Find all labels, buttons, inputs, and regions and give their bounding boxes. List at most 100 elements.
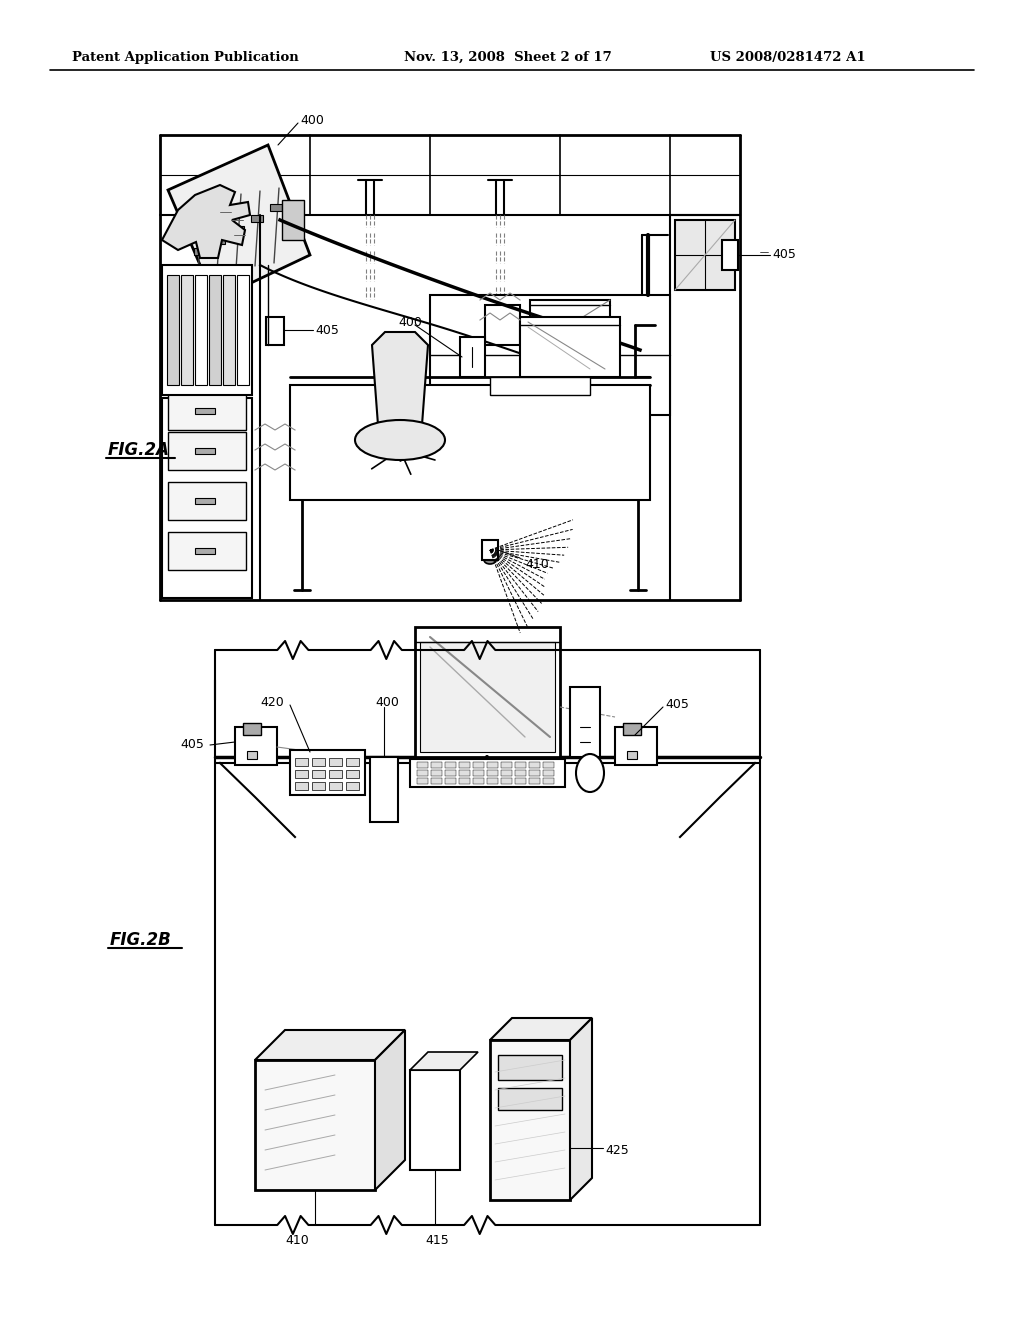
Bar: [168, 432, 246, 470]
Bar: [515, 770, 526, 776]
Bar: [195, 498, 215, 504]
Bar: [485, 305, 520, 345]
Bar: [410, 1071, 460, 1170]
Bar: [487, 770, 498, 776]
Text: Nov. 13, 2008  Sheet 2 of 17: Nov. 13, 2008 Sheet 2 of 17: [404, 50, 611, 63]
Bar: [213, 238, 225, 244]
Bar: [290, 750, 365, 795]
Bar: [460, 337, 485, 378]
Text: 415: 415: [425, 1233, 449, 1246]
Bar: [417, 770, 428, 776]
Bar: [270, 205, 282, 211]
Text: 405: 405: [665, 698, 689, 711]
Bar: [473, 777, 484, 784]
Bar: [266, 317, 284, 345]
Bar: [194, 248, 206, 255]
Bar: [529, 777, 540, 784]
Bar: [410, 759, 565, 787]
Text: 410: 410: [285, 1233, 309, 1246]
Bar: [168, 392, 246, 430]
Bar: [520, 317, 620, 378]
Bar: [722, 240, 738, 271]
Bar: [312, 781, 325, 789]
Bar: [181, 275, 193, 385]
Polygon shape: [490, 1018, 592, 1040]
Ellipse shape: [575, 754, 604, 792]
Text: Patent Application Publication: Patent Application Publication: [72, 50, 299, 63]
Bar: [232, 226, 244, 234]
Bar: [431, 777, 442, 784]
Bar: [417, 777, 428, 784]
Bar: [543, 777, 554, 784]
Bar: [543, 770, 554, 776]
Bar: [420, 642, 555, 752]
Bar: [487, 762, 498, 768]
Bar: [459, 777, 470, 784]
Bar: [482, 540, 498, 560]
Bar: [295, 781, 308, 789]
Bar: [501, 770, 512, 776]
Bar: [530, 300, 610, 350]
Bar: [312, 758, 325, 766]
Bar: [529, 762, 540, 768]
Text: 425: 425: [605, 1143, 629, 1156]
Text: 405: 405: [180, 738, 204, 751]
Bar: [329, 770, 342, 777]
Bar: [675, 220, 735, 290]
Bar: [370, 756, 398, 822]
Ellipse shape: [368, 466, 376, 471]
Polygon shape: [255, 1030, 406, 1060]
Bar: [490, 1040, 570, 1200]
Bar: [445, 762, 456, 768]
Bar: [459, 762, 470, 768]
Bar: [168, 532, 246, 570]
Bar: [501, 777, 512, 784]
Bar: [615, 727, 657, 766]
Bar: [445, 777, 456, 784]
Bar: [529, 770, 540, 776]
Bar: [251, 215, 263, 222]
Ellipse shape: [407, 444, 415, 449]
Bar: [473, 762, 484, 768]
Bar: [243, 723, 261, 735]
Bar: [195, 447, 215, 454]
Bar: [209, 275, 221, 385]
Bar: [515, 777, 526, 784]
Bar: [473, 770, 484, 776]
Text: 420: 420: [260, 696, 284, 709]
Bar: [195, 548, 215, 554]
Text: 410: 410: [525, 558, 549, 572]
Bar: [430, 294, 670, 414]
Bar: [329, 758, 342, 766]
Bar: [417, 762, 428, 768]
Bar: [445, 770, 456, 776]
Bar: [431, 770, 442, 776]
Bar: [247, 751, 257, 759]
Text: FIG.2A: FIG.2A: [108, 441, 170, 459]
Bar: [627, 751, 637, 759]
Polygon shape: [372, 333, 428, 425]
Ellipse shape: [431, 458, 439, 462]
Bar: [346, 770, 359, 777]
Polygon shape: [162, 185, 250, 257]
Text: 400: 400: [398, 317, 422, 330]
Polygon shape: [410, 1052, 478, 1071]
Bar: [459, 770, 470, 776]
Bar: [312, 770, 325, 777]
Text: 405: 405: [772, 248, 796, 261]
Bar: [237, 275, 249, 385]
Bar: [346, 781, 359, 789]
Bar: [498, 1088, 562, 1110]
Polygon shape: [570, 1018, 592, 1200]
Bar: [295, 758, 308, 766]
Text: FIG.2B: FIG.2B: [110, 931, 172, 949]
Bar: [431, 762, 442, 768]
Ellipse shape: [484, 556, 496, 564]
Bar: [195, 408, 215, 414]
Bar: [490, 378, 590, 395]
Bar: [570, 686, 600, 756]
Bar: [515, 762, 526, 768]
Bar: [295, 770, 308, 777]
Bar: [543, 762, 554, 768]
Bar: [415, 627, 560, 756]
